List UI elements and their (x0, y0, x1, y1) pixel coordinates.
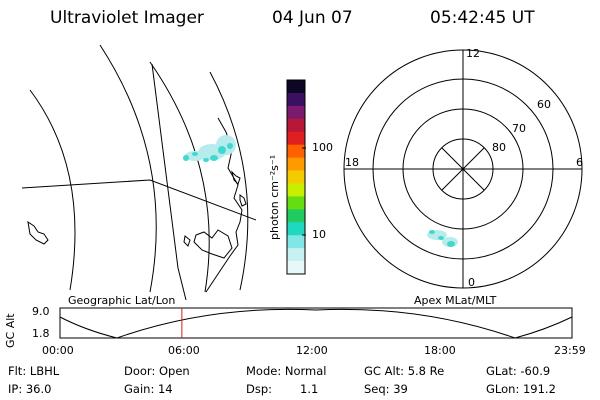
time-tick: 23:59 (554, 344, 586, 357)
geo-latitude: GLat: -60.9 (486, 364, 551, 378)
latitude-arc (149, 61, 210, 293)
time-tick: 12:00 (296, 344, 328, 357)
apex-panel-title: Apex MLat/MLT (414, 294, 497, 307)
colorbar-segment (287, 209, 305, 223)
door-status: Door: Open (124, 364, 190, 378)
gc-alt-axis-label: GC Alt (4, 313, 17, 348)
ip-value: IP: 36.0 (8, 382, 52, 396)
colorbar-segment (287, 235, 305, 249)
colorbar-segment (287, 196, 305, 210)
colorbar-segment (287, 131, 305, 146)
sequence-value: Seq: 39 (364, 382, 408, 396)
colorbar-segment (287, 105, 305, 120)
longitude-line (151, 63, 187, 300)
colorbar-tick-100: 100 (312, 141, 333, 154)
longitude-line (22, 179, 256, 221)
time-tick: 06:00 (168, 344, 200, 357)
coastline (27, 220, 49, 245)
colorbar (286, 79, 306, 275)
time-tick: 00:00 (42, 344, 74, 357)
mlt-label-0: 0 (468, 276, 475, 289)
observation-time: 05:42:45 UT (430, 8, 535, 28)
mode-value: Mode: Normal (246, 364, 327, 378)
time-tick: 18:00 (424, 344, 456, 357)
colorbar-segment (287, 80, 305, 94)
colorbar-segment (287, 248, 305, 262)
alt-tick-9: 9.0 (32, 305, 50, 318)
altitude-strip (59, 307, 573, 339)
mlt-label-18: 18 (345, 156, 359, 169)
colorbar-label: photon cm⁻²s⁻¹ (268, 154, 281, 240)
latitude-arc (99, 44, 157, 293)
altitude-curve (59, 308, 573, 339)
colorbar-segment (287, 157, 305, 172)
coastline (231, 170, 241, 185)
polar-plot (343, 49, 583, 289)
gc-altitude: GC Alt: 5.8 Re (364, 364, 445, 378)
colorbar-frame (286, 79, 306, 275)
colorbar-segment (287, 170, 305, 184)
mlt-label-12: 12 (466, 47, 480, 60)
geographic-panel-title: Geographic Lat/Lon (68, 294, 176, 307)
imager-title: Ultraviolet Imager (50, 8, 204, 28)
gain-value: Gain: 14 (124, 382, 173, 396)
mlat-label-60: 60 (537, 98, 551, 111)
colorbar-segment (287, 183, 305, 197)
colorbar-segment (287, 144, 305, 159)
colorbar-tick-10: 10 (312, 228, 326, 241)
latitude-arc (29, 89, 76, 291)
colorbar-segment (287, 92, 305, 107)
coastline (193, 229, 233, 259)
coastline (183, 235, 191, 247)
mlat-label-70: 70 (512, 122, 526, 135)
observation-date: 04 Jun 07 (272, 8, 353, 28)
alt-tick-1-8: 1.8 (32, 327, 50, 340)
dsp-value: 1.1 (300, 382, 319, 396)
dsp-label: Dsp: (246, 382, 273, 396)
filter-value: Flt: LBHL (8, 364, 60, 378)
colorbar-segment (287, 261, 305, 275)
mlat-label-80: 80 (492, 141, 506, 154)
geographic-map (22, 44, 256, 300)
colorbar-segment (287, 118, 305, 133)
colorbar-segment (287, 222, 305, 236)
geo-longitude: GLon: 191.2 (486, 382, 556, 396)
coastline (239, 194, 247, 207)
latitude-arc (209, 71, 249, 291)
aurora-emission (427, 230, 458, 247)
aurora-emission (183, 135, 236, 162)
mlt-label-6: 6 (576, 156, 583, 169)
